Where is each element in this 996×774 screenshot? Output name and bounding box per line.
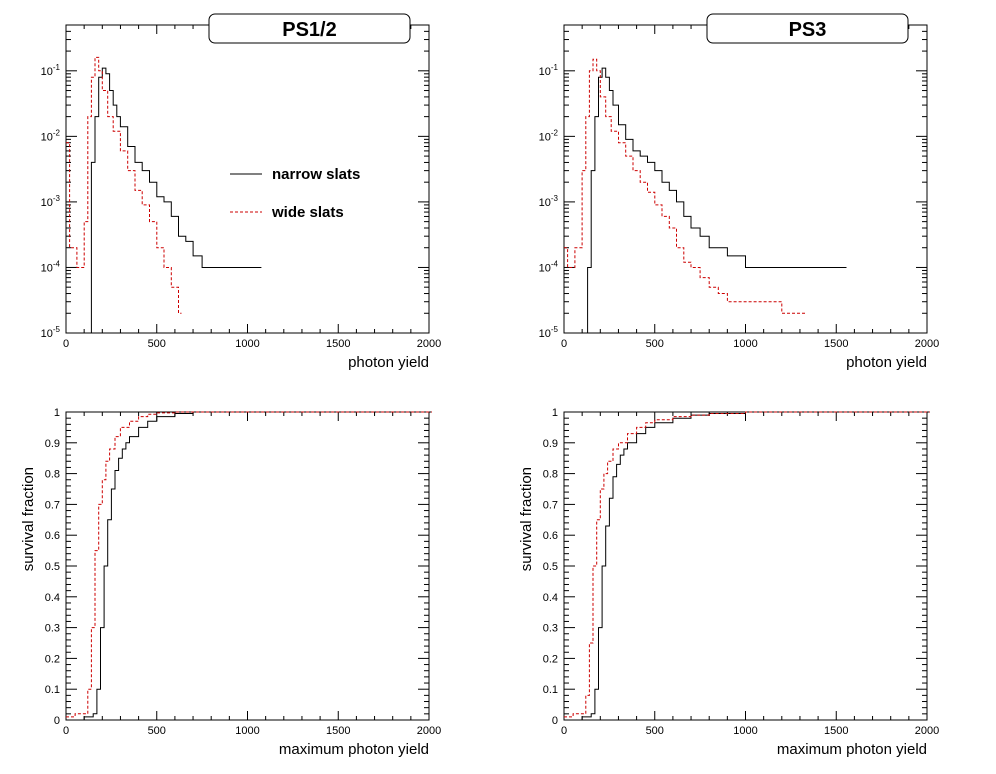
x-tick-label: 1000 [235, 338, 259, 350]
series-line-narrow-slats [66, 67, 262, 334]
x-axis-title: photon yield [846, 354, 927, 371]
y-tick-label: 10-4 [539, 259, 559, 274]
y-tick-label: 0.8 [543, 469, 558, 481]
series-line-narrow-slats [564, 67, 847, 334]
x-tick-label: 2000 [417, 725, 441, 737]
y-tick-label: 0.9 [45, 438, 60, 450]
x-tick-label: 1000 [235, 725, 259, 737]
y-tick-label: 0.2 [45, 653, 60, 665]
y-tick-label: 0.1 [543, 684, 558, 696]
y-tick-label: 10-3 [539, 194, 559, 209]
x-tick-label: 2000 [915, 725, 939, 737]
panel-title-box [208, 13, 411, 44]
y-tick-label: 0.5 [543, 561, 558, 573]
x-tick-label: 1500 [326, 338, 350, 350]
x-axis-title: maximum photon yield [279, 741, 429, 758]
x-tick-label: 500 [646, 725, 664, 737]
y-tick-label: 0.3 [45, 623, 60, 635]
chart-panel-4: 0 500 1000 1500 2000 0 0.1 0.2 0.3 0.4 0.5 0.6 0.7 0.… [518, 407, 939, 758]
x-tick-label: 1500 [824, 338, 848, 350]
series-line-narrow-slats [66, 411, 432, 721]
y-axis-title: survival fraction [518, 467, 535, 571]
series-line-wide-slats [66, 56, 182, 314]
panel-title-box [706, 13, 909, 44]
x-axis-title: maximum photon yield [777, 741, 927, 758]
y-tick-label: 0.4 [45, 592, 60, 604]
y-axis-title: survival fraction [20, 467, 37, 571]
y-tick-label: 0.8 [45, 469, 60, 481]
legend-label: narrow slats [272, 166, 360, 183]
y-tick-label: 10-2 [539, 128, 559, 143]
chart-panel-2: 0 500 1000 1500 2000 10-5 10-4 10-3 10-2 10-1 phot… [539, 13, 939, 371]
y-tick-label: 0.4 [543, 592, 558, 604]
y-tick-label: 10-1 [41, 63, 61, 78]
y-tick-label: 0.5 [45, 561, 60, 573]
y-tick-label: 10-5 [539, 325, 559, 340]
y-tick-label: 0.6 [543, 530, 558, 542]
series-line-wide-slats [564, 411, 930, 718]
y-tick-label: 0.1 [45, 684, 60, 696]
x-tick-label: 1000 [733, 725, 757, 737]
x-axis-title: photon yield [348, 354, 429, 371]
chart-panel-1: 0 500 1000 1500 2000 10-5 10-4 10-3 10-2 10-1 phot… [41, 13, 441, 371]
x-tick-label: 1500 [824, 725, 848, 737]
chart-panel-3: 0 500 1000 1500 2000 0 0.1 0.2 0.3 0.4 0.5 0.6 0.7 0.… [20, 407, 441, 758]
x-tick-label: 2000 [915, 338, 939, 350]
x-tick-label: 0 [561, 725, 567, 737]
series-line-wide-slats [564, 58, 807, 314]
y-tick-label: 0 [54, 715, 60, 727]
y-tick-label: 0.2 [543, 653, 558, 665]
legend: narrow slats wide slats [230, 166, 360, 221]
y-tick-label: 0.6 [45, 530, 60, 542]
y-tick-label: 0.3 [543, 623, 558, 635]
x-tick-label: 1500 [326, 725, 350, 737]
plot-frame [65, 24, 430, 334]
plot-frame [563, 411, 928, 721]
x-tick-label: 500 [148, 725, 166, 737]
y-tick-label: 10-3 [41, 194, 61, 209]
x-tick-label: 0 [561, 338, 567, 350]
y-tick-label: 0 [552, 715, 558, 727]
y-tick-label: 10-5 [41, 325, 61, 340]
legend-label: wide slats [271, 204, 344, 221]
y-tick-label: 10-2 [41, 128, 61, 143]
y-tick-label: 0.9 [543, 438, 558, 450]
y-tick-label: 0.7 [45, 499, 60, 511]
panel-title: PS3 [789, 19, 827, 41]
y-tick-label: 1 [54, 407, 60, 419]
y-tick-label: 10-4 [41, 259, 61, 274]
y-tick-label: 1 [552, 407, 558, 419]
panel-title: PS1/2 [282, 19, 336, 41]
x-tick-label: 0 [63, 338, 69, 350]
series-line-wide-slats [66, 411, 432, 718]
x-tick-label: 0 [63, 725, 69, 737]
y-tick-label: 0.7 [543, 499, 558, 511]
x-tick-label: 500 [646, 338, 664, 350]
plot-frame [563, 24, 928, 334]
x-tick-label: 500 [148, 338, 166, 350]
y-tick-label: 10-1 [539, 63, 559, 78]
x-tick-label: 2000 [417, 338, 441, 350]
series-line-narrow-slats [564, 411, 930, 721]
x-tick-label: 1000 [733, 338, 757, 350]
